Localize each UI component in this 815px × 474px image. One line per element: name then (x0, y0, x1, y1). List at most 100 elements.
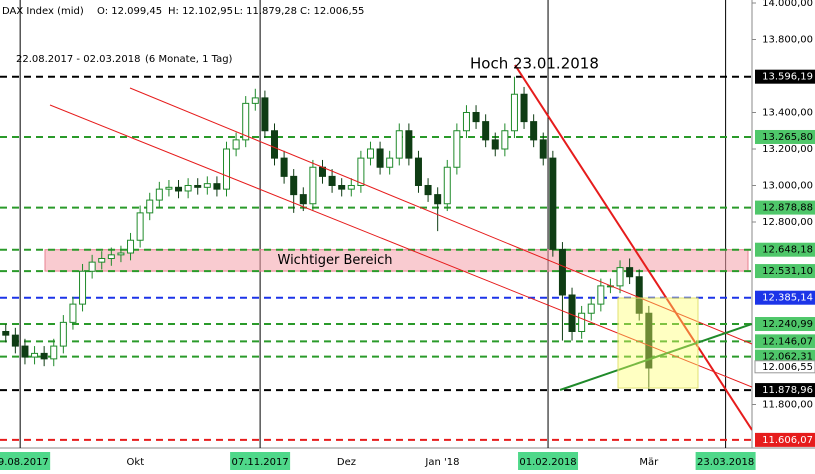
candle-body (299, 194, 307, 205)
candle-body (510, 93, 518, 132)
candle-body (40, 352, 48, 360)
date-label-box (695, 452, 756, 470)
candle-body (117, 252, 125, 256)
candle-body (645, 312, 653, 369)
candle-body (376, 148, 384, 168)
candle-body (21, 345, 29, 358)
y-tick-label: 13.200,00 (762, 144, 813, 155)
candle-body (587, 303, 595, 314)
level-label-box (755, 349, 815, 364)
candle-body (309, 166, 317, 205)
candle-body (194, 184, 202, 188)
candle-body (107, 254, 115, 259)
candle-body (395, 130, 403, 159)
level-label: 11.606,07 (762, 435, 813, 446)
trend-line (129, 87, 752, 345)
x-tick-label: Okt (127, 457, 145, 468)
instrument: DAX Index (mid) (2, 6, 84, 17)
candle-body (136, 212, 144, 241)
level-label-box (755, 383, 815, 398)
candle-body (203, 183, 211, 188)
level-label: 12.146,07 (762, 336, 813, 347)
last-price-box (754, 360, 815, 374)
x-tick-label: Mär (639, 457, 659, 468)
x-tick-label: 29.08.2017 (0, 457, 49, 468)
trend-line (49, 104, 752, 388)
x-tick-label: 23.03.2018 (697, 457, 754, 468)
ohlc-value: C: 12.006,55 (300, 6, 364, 17)
level-label-box (755, 69, 815, 84)
trend-line (514, 64, 752, 431)
y-tick-label: 11.800,00 (762, 399, 813, 410)
candle-body (146, 199, 154, 214)
candle-body (69, 303, 77, 323)
ohlc-value: H: 12.102,95 (168, 6, 233, 17)
highlight-box (617, 297, 699, 389)
candle-body (357, 157, 365, 186)
candle-body (59, 321, 67, 347)
candle-body (462, 111, 470, 132)
y-tick-label: 12.800,00 (762, 217, 813, 228)
level-label-box (755, 290, 815, 305)
level-label-box (755, 200, 815, 215)
candle-body (127, 239, 135, 254)
period: (6 Monate, 1 Tag) (145, 54, 233, 65)
level-label: 12.062,31 (762, 352, 813, 363)
candle-body (31, 352, 39, 358)
candle-body (635, 276, 643, 314)
candle-body (443, 166, 451, 205)
ohlc-value: O: 12.099,45 (97, 6, 162, 17)
level-label: 12.878,88 (762, 203, 813, 214)
candle-body (414, 157, 422, 186)
candle-body (568, 294, 576, 332)
x-tick-label: 07.11.2017 (231, 457, 288, 468)
candle-body (290, 175, 298, 196)
date-label-box (230, 452, 291, 470)
candle-body (338, 184, 346, 190)
candle-body (155, 188, 163, 201)
candle-body (453, 130, 461, 168)
candle-body (11, 334, 19, 347)
candle-body (223, 148, 231, 190)
date-label-box (0, 452, 51, 470)
candle-body (472, 111, 480, 123)
candle-body (626, 267, 634, 278)
y-tick-label: 13.400,00 (762, 107, 813, 118)
level-label: 12.531,10 (762, 266, 813, 277)
candle-body (501, 130, 509, 150)
y-tick-label: 13.800,00 (762, 34, 813, 45)
candle-body (50, 345, 58, 360)
candle-body (424, 184, 432, 196)
level-label-box (755, 432, 815, 447)
candle-body (491, 139, 499, 150)
candle-body (175, 186, 183, 192)
candle-body (347, 184, 355, 190)
candle-body (530, 121, 538, 141)
date-label-box (518, 452, 579, 470)
candle-body (434, 194, 442, 205)
candle-body (366, 148, 374, 159)
candle-body (184, 184, 192, 192)
x-tick-label: Dez (337, 457, 356, 468)
candle-body (2, 330, 10, 336)
candle-body (578, 312, 586, 332)
candle-body (328, 175, 336, 186)
annotation: Hoch 23.01.2018 (470, 55, 599, 73)
level-label-box (755, 242, 815, 257)
candle-body (232, 139, 240, 150)
candle-body (549, 157, 557, 250)
last-price-label: 12.006,55 (762, 362, 813, 373)
level-label: 13.265,80 (762, 132, 813, 143)
ohlc-value: L: 11.879,28 (234, 6, 297, 17)
candle-body (616, 267, 624, 287)
y-tick-label: 13.000,00 (762, 180, 813, 191)
candle-body (280, 157, 288, 177)
level-label-box (755, 317, 815, 332)
support-line (559, 323, 752, 391)
candle-body (213, 183, 221, 190)
candle-body (520, 93, 528, 123)
candle-body (271, 130, 279, 159)
level-label: 13.596,19 (762, 72, 813, 83)
candle-body (386, 157, 394, 168)
